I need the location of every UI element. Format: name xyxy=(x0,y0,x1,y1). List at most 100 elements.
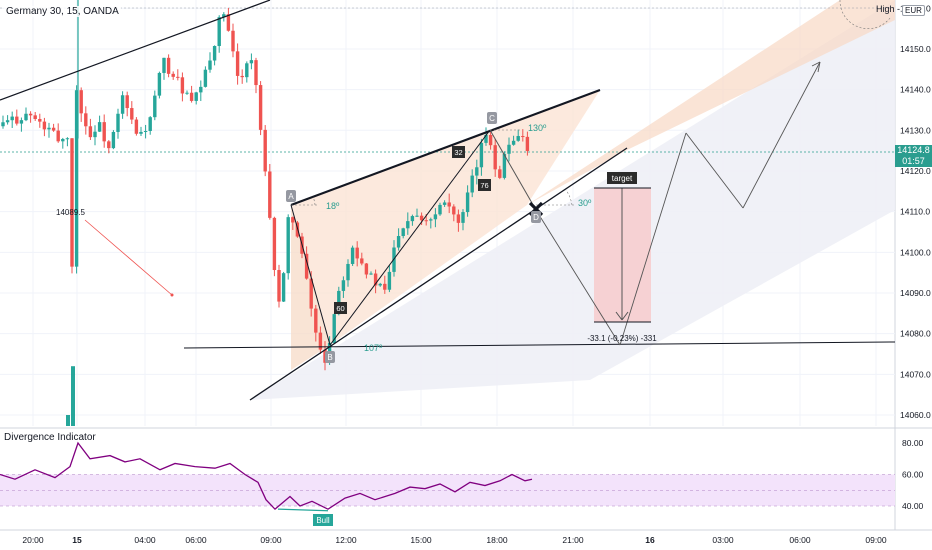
candle-body xyxy=(88,126,93,138)
high-label: High - 1 xyxy=(876,4,908,14)
candle-body xyxy=(189,92,194,101)
candle-body xyxy=(116,113,120,132)
candle-body xyxy=(304,253,309,279)
bar-count-badge xyxy=(334,302,347,314)
candle-body xyxy=(15,116,19,124)
candle-body xyxy=(424,220,428,222)
candle-body xyxy=(521,136,525,138)
long-trendline xyxy=(0,0,271,101)
candle-body xyxy=(102,122,106,142)
price-tick-label: 14110.0 xyxy=(900,207,930,217)
candle-body xyxy=(171,73,175,77)
candle-body xyxy=(185,92,189,94)
candle-body xyxy=(194,92,198,101)
candle-body xyxy=(277,270,281,302)
target-arrow-head-b xyxy=(621,311,629,321)
divergence-line xyxy=(0,441,533,511)
candle-body xyxy=(525,136,530,152)
candle-body xyxy=(125,95,129,109)
candle-body xyxy=(433,214,438,220)
candle-body xyxy=(93,131,97,138)
target-badge xyxy=(607,172,637,184)
candle-body xyxy=(217,17,221,47)
price-tick-label: 14140.0 xyxy=(900,85,931,95)
candle-body xyxy=(387,271,392,290)
xabcd-leg-bc xyxy=(329,129,491,346)
time-tick-label: 06:00 xyxy=(185,535,207,545)
candle-body xyxy=(442,202,447,205)
point-badge xyxy=(531,211,541,223)
indicator-tick-label: 60.00 xyxy=(902,470,924,480)
candle-body xyxy=(470,175,474,193)
candle-body xyxy=(240,75,244,78)
candle-body xyxy=(488,134,493,146)
point-label-a: A xyxy=(288,192,294,201)
candle-body xyxy=(249,60,254,64)
candle-body xyxy=(355,247,359,259)
current-price-tag: 14124.8 01:57 xyxy=(895,145,932,167)
candle-body xyxy=(332,314,336,343)
candle-body xyxy=(28,113,33,116)
pattern-drawings[interactable]: A B C D 18º 107º 130º 30º 32 76 60 target -33.1 (-0.… xyxy=(0,0,896,401)
projection-arrow-a xyxy=(811,61,821,67)
candle-body xyxy=(212,46,217,61)
candle-body xyxy=(479,142,484,168)
point-label-c: C xyxy=(489,114,495,123)
candle-body xyxy=(166,57,171,74)
candle-body xyxy=(148,117,152,131)
candle-body xyxy=(143,130,148,132)
candle-body xyxy=(484,134,488,143)
bar-count-badge xyxy=(452,146,465,158)
candle-body xyxy=(176,76,180,78)
note-connector xyxy=(84,219,173,296)
symbol-title: Germany 30, 15, OANDA xyxy=(4,6,121,17)
candle-body xyxy=(281,273,286,302)
candle-body xyxy=(134,119,139,134)
candle-body xyxy=(406,221,410,229)
price-tick-label: 14070.0 xyxy=(900,369,931,379)
candle-body xyxy=(498,169,502,178)
candle-body xyxy=(208,60,212,70)
projection-leg-2 xyxy=(619,132,687,346)
candle-body xyxy=(42,121,47,130)
currency-badge[interactable]: EUR xyxy=(902,5,925,16)
candle-body xyxy=(286,217,290,274)
candle-body xyxy=(396,236,401,248)
candle-body xyxy=(429,219,433,221)
point-badge xyxy=(487,112,497,124)
candle-body xyxy=(19,120,24,124)
candle-body xyxy=(10,116,14,121)
candle-body xyxy=(66,415,70,426)
candle-body xyxy=(369,273,373,275)
candle-body xyxy=(51,127,56,131)
time-axis[interactable]: 20:00 15 04:00 06:00 09:00 12:00 15:00 18:00 21:… xyxy=(0,529,932,545)
candle-body xyxy=(461,212,465,223)
indicator-tick-label: 40.00 xyxy=(902,501,924,511)
candle-body xyxy=(475,167,479,176)
candle-body xyxy=(162,57,166,73)
angle-label: 30º xyxy=(578,198,592,208)
drawings-background xyxy=(0,0,895,400)
note-connector-dot xyxy=(170,293,174,297)
wedge-fill xyxy=(291,90,600,345)
divergence-indicator-pane: 40.00 60.00 80.00 Bull xyxy=(0,427,932,526)
point-badge xyxy=(325,351,335,363)
time-tick-label: 15:00 xyxy=(410,535,432,545)
bull-signal-label: Bull xyxy=(316,516,330,525)
time-tick-label: 21:00 xyxy=(562,535,584,545)
candle-body xyxy=(120,95,125,114)
price-tick-label: 14080.0 xyxy=(900,329,931,339)
candle-body xyxy=(258,85,263,130)
candle-body xyxy=(502,153,507,178)
candle-body xyxy=(373,273,378,286)
price-tick-label: 14150.0 xyxy=(900,44,931,54)
candle-body xyxy=(350,247,355,264)
candle-body xyxy=(157,72,162,96)
candle-body xyxy=(511,140,516,145)
angle-label: 18º xyxy=(326,201,340,211)
axis-bg-rect xyxy=(895,0,932,550)
candle-body xyxy=(268,171,272,218)
point-badge xyxy=(286,190,296,202)
candle-body xyxy=(65,138,70,140)
